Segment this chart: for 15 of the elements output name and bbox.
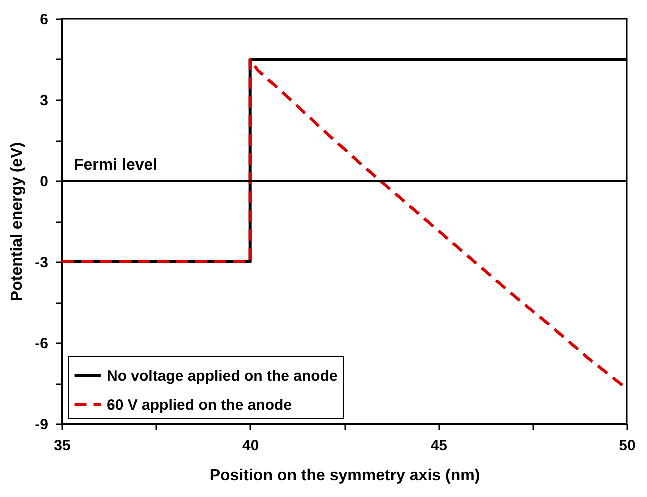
y-tick-label: -3	[35, 254, 48, 272]
y-axis-title: Potential energy (eV)	[9, 142, 26, 302]
x-tick-label: 40	[242, 438, 260, 454]
y-tick-label: -9	[35, 416, 48, 434]
x-tick-label: 45	[430, 438, 448, 454]
y-tick-label: -6	[35, 336, 48, 352]
y-tick-label: 3	[40, 92, 48, 110]
y-tick-label: 0	[40, 174, 48, 190]
x-axis-title: Position on the symmetry axis (nm)	[210, 468, 480, 484]
legend-label: 60 V applied on the anode	[107, 397, 292, 414]
x-tick-label: 50	[619, 438, 636, 454]
y-tick-label: 6	[40, 12, 48, 28]
x-tick-label: 35	[54, 438, 71, 454]
ref-line-label: Fermi level	[74, 157, 158, 174]
legend-label: No voltage applied on the anode	[107, 368, 338, 385]
